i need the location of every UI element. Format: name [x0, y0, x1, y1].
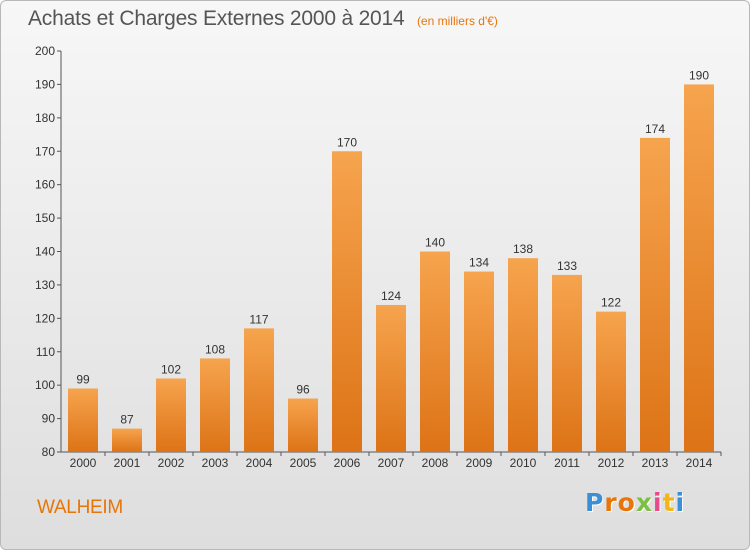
bar-2002 — [156, 378, 186, 452]
y-tick-label: 90 — [42, 412, 56, 426]
bar-2006 — [332, 151, 362, 452]
y-tick-label: 170 — [35, 144, 55, 158]
logo-letter: x — [635, 488, 653, 517]
y-tick-label: 120 — [35, 311, 55, 325]
bar-2000 — [68, 388, 98, 452]
data-label-2001: 87 — [120, 413, 134, 427]
logo-letter: t — [662, 488, 676, 517]
chart-title: Achats et Charges Externes 2000 à 2014 — [28, 7, 405, 30]
x-tick-label: 2012 — [598, 456, 625, 470]
bar-2012 — [596, 311, 626, 452]
x-tick-label: 2004 — [246, 456, 273, 470]
y-tick-label: 180 — [35, 111, 55, 125]
logo-letter: o — [617, 488, 636, 517]
y-tick-label: 130 — [35, 278, 55, 292]
bar-2007 — [376, 304, 406, 452]
data-label-2013: 174 — [645, 122, 665, 136]
x-tick-label: 2009 — [466, 456, 493, 470]
data-label-2007: 124 — [381, 289, 401, 303]
data-label-2000: 99 — [76, 373, 90, 387]
data-label-2002: 102 — [161, 362, 181, 376]
data-label-2004: 117 — [249, 312, 268, 326]
logo-letter: i — [653, 488, 663, 517]
data-label-2006: 170 — [337, 135, 357, 149]
y-tick-label: 100 — [35, 378, 55, 392]
y-tick-label: 80 — [42, 445, 56, 459]
commune-name: WALHEIM — [37, 497, 123, 518]
x-tick-label: 2011 — [554, 456, 580, 470]
data-labels: 99 87 102 108 117 96 170 124 140 134 138 133 122 174 1… — [76, 68, 709, 426]
y-tick-label: 190 — [35, 77, 55, 91]
chart-subtitle: (en milliers d'€) — [416, 14, 498, 28]
proxiti-logo[interactable]: Proxiti — [585, 488, 685, 517]
bar-series — [68, 84, 714, 453]
y-tick-label: 110 — [36, 345, 55, 359]
data-label-2012: 122 — [601, 296, 621, 310]
x-tick-label: 2013 — [642, 456, 669, 470]
data-label-2014: 190 — [689, 68, 709, 82]
logo-letter: r — [604, 488, 618, 517]
data-label-2011: 133 — [557, 259, 577, 273]
bar-2005 — [288, 398, 318, 452]
x-tick-label: 2006 — [334, 456, 361, 470]
chart-header: Achats et Charges Externes 2000 à 2014 (… — [28, 7, 498, 31]
bar-2010 — [508, 258, 538, 452]
y-tick-label: 150 — [35, 211, 55, 225]
bar-2001 — [112, 428, 142, 452]
bar-2004 — [244, 328, 274, 452]
data-label-2005: 96 — [296, 383, 310, 397]
bar-2013 — [640, 137, 670, 452]
x-tick-label: 2007 — [378, 456, 405, 470]
bar-2014 — [684, 84, 714, 453]
y-tick-label: 140 — [35, 245, 55, 259]
logo-letter: P — [585, 488, 605, 517]
y-tick-label: 160 — [35, 178, 55, 192]
x-tick-label: 2002 — [158, 456, 185, 470]
y-tick-label: 200 — [35, 44, 55, 58]
x-tick-label: 2005 — [290, 456, 317, 470]
bar-2008 — [420, 251, 450, 452]
x-tick-label: 2001 — [114, 456, 141, 470]
data-label-2008: 140 — [425, 236, 445, 250]
logo-letter: i — [675, 488, 686, 517]
bar-2009 — [464, 271, 494, 452]
data-label-2010: 138 — [513, 242, 533, 256]
x-tick-label: 2000 — [70, 456, 97, 470]
data-label-2009: 134 — [469, 256, 489, 270]
x-tick-label: 2008 — [422, 456, 449, 470]
x-tick-label: 2003 — [202, 456, 229, 470]
bar-2003 — [200, 358, 230, 452]
x-tick-label: 2010 — [510, 456, 537, 470]
bar-2011 — [552, 274, 582, 452]
data-label-2003: 108 — [205, 342, 225, 356]
x-tick-label: 2014 — [686, 456, 713, 470]
